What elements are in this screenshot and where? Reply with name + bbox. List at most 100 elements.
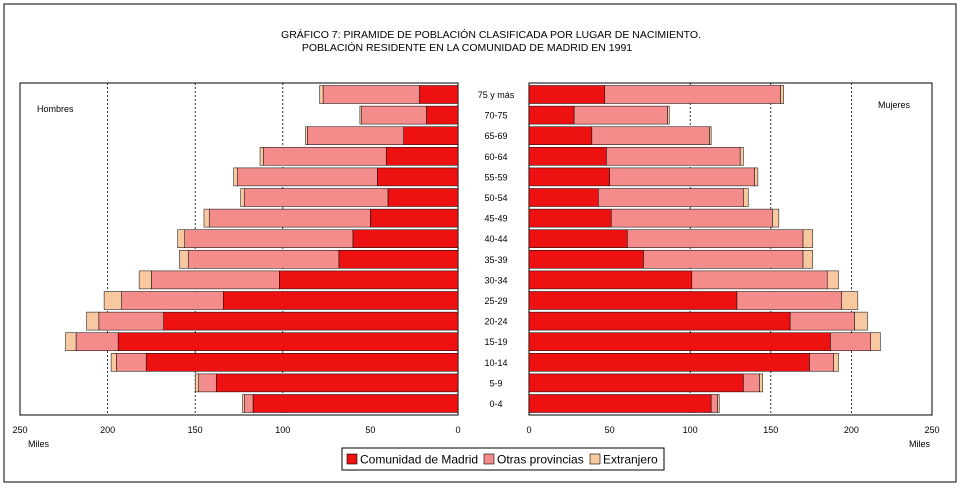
mujeres-bar-extranjero-0 [780,85,784,104]
mujeres-bar-comunidad-2 [528,126,593,145]
hombres-bar-comunidad-13 [145,353,459,372]
hombres-bar-otras-2 [307,126,404,145]
hombres-tick-4: 50 [365,425,375,435]
age-label-6: 45-49 [484,214,507,224]
hombres-bar-extranjero-8 [179,250,189,269]
mujeres-bar-comunidad-13 [528,353,810,372]
mujeres-bar-otras-10 [736,291,842,310]
legend: Comunidad de Madrid Otras provincias Ext… [341,447,665,471]
mujeres-label: Mujeres [878,100,911,110]
mujeres-tick-4: 200 [844,425,859,435]
mujeres-unit-label: Miles [909,439,931,449]
hombres-bar-comunidad-3 [385,147,459,166]
hombres-bar-extranjero-7 [177,229,185,248]
mujeres-bar-comunidad-14 [528,373,744,393]
legend-label-comunidad: Comunidad de Madrid [360,453,478,467]
hombres-bar-extranjero-2 [305,126,308,145]
hombres-tick-3: 100 [275,425,290,435]
hombres-bar-extranjero-6 [203,208,210,228]
mujeres-bar-comunidad-7 [528,229,628,248]
mujeres-bar-comunidad-6 [528,208,612,228]
mujeres-bar-comunidad-4 [528,167,610,187]
mujeres-bar-otras-11 [789,311,855,331]
hombres-bar-extranjero-13 [110,353,117,372]
age-label-7: 40-44 [484,234,507,244]
mujeres-bar-extranjero-10 [841,291,859,310]
hombres-bars [65,85,459,413]
hombres-bar-comunidad-14 [215,373,459,393]
hombres-bar-extranjero-4 [233,167,238,187]
hombres-bar-otras-0 [322,85,420,104]
hombres-tick-2: 150 [188,425,203,435]
hombres-bar-extranjero-12 [65,332,77,351]
legend-swatch-comunidad [346,453,358,465]
mujeres-tick-3: 150 [763,425,778,435]
mujeres-bar-otras-0 [604,85,781,104]
mujeres-bar-otras-5 [598,188,744,207]
hombres-bar-extranjero-11 [86,311,100,331]
mujeres-bar-otras-15 [710,394,718,413]
hombres-bar-otras-13 [116,353,147,372]
hombres-bar-otras-10 [121,291,224,310]
hombres-bar-comunidad-15 [252,394,459,413]
hombres-bar-otras-7 [184,229,354,248]
age-label-1: 70-75 [484,111,507,121]
mujeres-tick-0: 0 [526,425,531,435]
mujeres-bar-otras-2 [591,126,710,145]
age-label-9: 30-34 [484,275,507,285]
age-label-10: 25-29 [484,296,507,306]
hombres-tick-1: 200 [100,425,115,435]
hombres-bar-comunidad-0 [419,85,459,104]
hombres-bar-extranjero-9 [138,270,152,290]
mujeres-bar-comunidad-5 [528,188,599,207]
age-label-8: 35-39 [484,255,507,265]
age-label-12: 15-19 [484,337,507,347]
hombres-bar-extranjero-15 [242,394,245,413]
hombres-bar-extranjero-0 [319,85,324,104]
mujeres-tick-1: 50 [605,425,615,435]
mujeres-bar-extranjero-4 [754,167,759,187]
hombres-tick-0: 250 [12,425,27,435]
mujeres-bar-extranjero-3 [739,147,744,166]
age-label-5: 50-54 [484,193,507,203]
hombres-bar-extranjero-14 [194,373,199,393]
legend-box [341,447,665,471]
mujeres-bar-extranjero-7 [802,229,813,248]
mujeres-bar-extranjero-14 [759,373,763,393]
mujeres-bar-extranjero-11 [854,311,868,331]
mujeres-bar-comunidad-11 [528,311,791,331]
mujeres-bar-otras-3 [606,147,741,166]
mujeres-bar-extranjero-1 [667,105,670,125]
mujeres-bar-extranjero-12 [870,332,881,351]
mujeres-bar-otras-9 [691,270,828,290]
mujeres-bar-extranjero-15 [717,394,720,413]
mujeres-bar-comunidad-10 [528,291,738,310]
hombres-unit-label: Miles [28,439,50,449]
mujeres-bar-otras-1 [573,105,668,125]
hombres-bar-extranjero-1 [359,105,362,125]
hombres-bar-comunidad-5 [387,188,459,207]
legend-label-extranjero: Extranjero [603,453,658,467]
legend-swatch-extranjero [589,453,601,465]
mujeres-bar-otras-13 [809,353,834,372]
hombres-bar-otras-11 [98,311,164,331]
hombres-bar-otras-6 [208,208,371,228]
mujeres-bar-extranjero-13 [833,353,839,372]
hombres-bar-extranjero-5 [240,188,245,207]
hombres-bar-extranjero-10 [103,291,122,310]
age-label-0: 75 y más [478,90,515,100]
chart-title-line1: GRÁFICO 7: PIRAMIDE DE POBLACIÓN CLASIFI… [281,28,701,41]
age-label-4: 55-59 [484,172,507,182]
hombres-bar-comunidad-9 [279,270,459,290]
mujeres-bars [528,85,881,413]
mujeres-bar-extranjero-9 [826,270,839,290]
mujeres-bar-comunidad-12 [528,332,831,351]
mujeres-bar-comunidad-0 [528,85,606,104]
hombres-bar-extranjero-3 [259,147,264,166]
hombres-bar-comunidad-1 [426,105,459,125]
hombres-bar-otras-15 [244,394,254,413]
hombres-bar-otras-9 [151,270,280,290]
mujeres-bar-otras-4 [609,167,755,187]
mujeres-bar-comunidad-15 [528,394,712,413]
